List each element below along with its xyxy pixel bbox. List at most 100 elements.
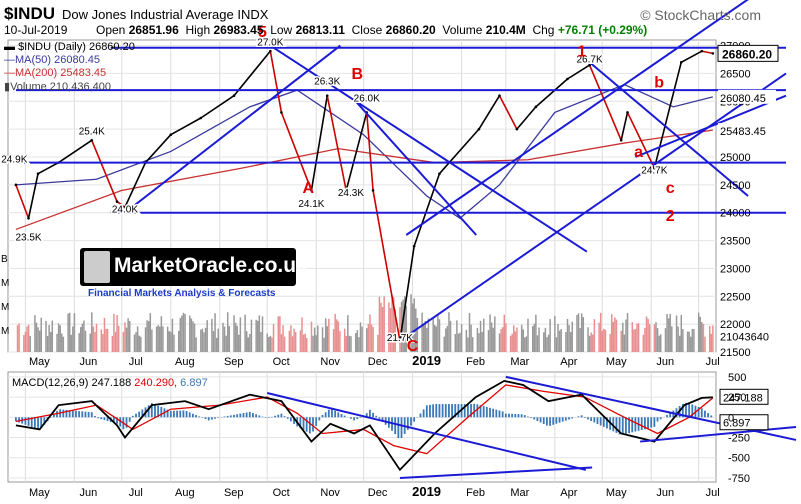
volume-value: 210.4M	[485, 23, 526, 37]
volume-bar	[302, 334, 305, 352]
macd-histogram-bar	[470, 403, 472, 418]
macd-histogram-bar	[150, 403, 153, 418]
volume-bar	[500, 329, 502, 352]
macd-x-tick-label: May	[29, 487, 50, 499]
volume-axis-label: M	[1, 278, 9, 289]
volume-bar	[620, 330, 622, 352]
macd-histogram-bar	[223, 416, 226, 418]
volume-bar	[697, 312, 700, 352]
macd-trendline	[266, 392, 587, 471]
macd-histogram-bar	[286, 417, 289, 419]
volume-bar	[189, 315, 191, 352]
volume-bar	[688, 331, 690, 352]
macd-histogram-bar	[30, 417, 33, 428]
volume-bar	[634, 329, 637, 352]
volume-bar	[593, 319, 596, 352]
macd-histogram-bar	[293, 417, 295, 424]
macd-histogram-bar	[128, 417, 131, 422]
macd-histogram-bar	[511, 413, 514, 418]
volume-bar	[46, 336, 49, 352]
volume-bar	[321, 327, 324, 352]
macd-histogram-bar	[27, 417, 30, 426]
macd-histogram-bar	[473, 403, 476, 418]
price-x-tick-label: Oct	[273, 356, 290, 368]
volume-bar	[177, 330, 180, 352]
volume-bar	[443, 336, 445, 352]
volume-bar	[18, 323, 20, 352]
macd-histogram-bar	[558, 417, 561, 423]
low-value: 26813.11	[295, 23, 345, 37]
macd-histogram-bar	[62, 409, 65, 418]
price-segment	[15, 184, 30, 219]
macd-histogram-bar	[192, 413, 194, 418]
macd-legend: MACD(12,26,9) 247.188 240.290, 6.897	[12, 377, 208, 389]
volume-bar	[680, 314, 683, 352]
volume-bar	[136, 326, 139, 352]
macd-histogram-bar	[571, 417, 574, 419]
volume-bar	[655, 322, 657, 352]
volume-bar	[514, 331, 517, 352]
macd-histogram-bar	[517, 414, 520, 418]
macd-histogram-bar	[94, 415, 96, 418]
price-segment	[399, 246, 415, 341]
volume-bar	[57, 323, 60, 352]
volume-bar	[460, 324, 463, 352]
volume-bar	[261, 316, 264, 352]
volume-bar	[623, 334, 626, 352]
price-segment	[372, 190, 401, 341]
volume-bar	[503, 314, 506, 352]
price-segment	[91, 139, 118, 202]
price-x-tick-label: Nov	[320, 356, 340, 368]
volume-bar	[272, 324, 275, 352]
macd-histogram-bar	[647, 417, 649, 429]
price-segment	[58, 139, 93, 164]
wave-annotation: 1	[577, 44, 586, 61]
price-y-tick-label: 26500	[720, 68, 751, 80]
volume-bar	[569, 332, 572, 352]
volume-bar	[184, 313, 186, 352]
price-point	[653, 166, 656, 170]
macd-histogram-bar	[327, 409, 330, 418]
volume-bar	[505, 323, 507, 352]
volume-bar	[524, 337, 526, 352]
volume-bar	[658, 335, 660, 352]
volume-bar	[214, 313, 216, 352]
macd-histogram-bar	[685, 402, 687, 418]
volume-bar	[182, 312, 185, 352]
ma200-line	[15, 129, 713, 231]
volume-bar	[498, 333, 501, 352]
volume-bar	[544, 327, 547, 352]
macd-histogram-bar	[24, 417, 27, 425]
legend-ma200: —MA(200) 25483.45	[4, 67, 106, 79]
volume-bar	[435, 326, 438, 352]
volume-bar	[592, 334, 594, 352]
wave-annotation: A	[302, 180, 314, 197]
volume-bar	[339, 331, 341, 352]
macd-x-tick-label: Apr	[560, 487, 577, 499]
macd-histogram-bar	[356, 417, 359, 420]
volume-bar	[91, 312, 93, 352]
macd-histogram-bar	[188, 412, 191, 418]
macd-value-label: 6.897	[723, 418, 751, 430]
macd-x-tick-label: Nov	[320, 487, 340, 499]
volume-bar	[580, 313, 583, 352]
macd-histogram-bar	[406, 417, 409, 430]
right-value-box	[718, 328, 776, 343]
price-segment	[233, 50, 271, 97]
macd-histogram-bar	[106, 417, 109, 422]
macd-value-label: 247.188	[723, 392, 763, 404]
macd-histogram-bar	[580, 415, 583, 418]
macd-histogram-bar	[375, 415, 378, 418]
volume-bar	[633, 329, 635, 352]
volume-bar	[471, 337, 474, 352]
macd-histogram-bar	[681, 403, 684, 418]
macd-x-tick-label: 2019	[412, 484, 441, 499]
price-segment	[365, 112, 374, 191]
macd-histogram-bar	[100, 417, 103, 420]
macd-histogram-bar	[495, 409, 498, 418]
ma50-line	[15, 83, 713, 220]
volume-bar	[223, 326, 226, 352]
macd-y-tick-label: -250	[728, 433, 750, 445]
macd-histogram-bar	[277, 414, 280, 418]
volume-bar	[666, 314, 668, 352]
